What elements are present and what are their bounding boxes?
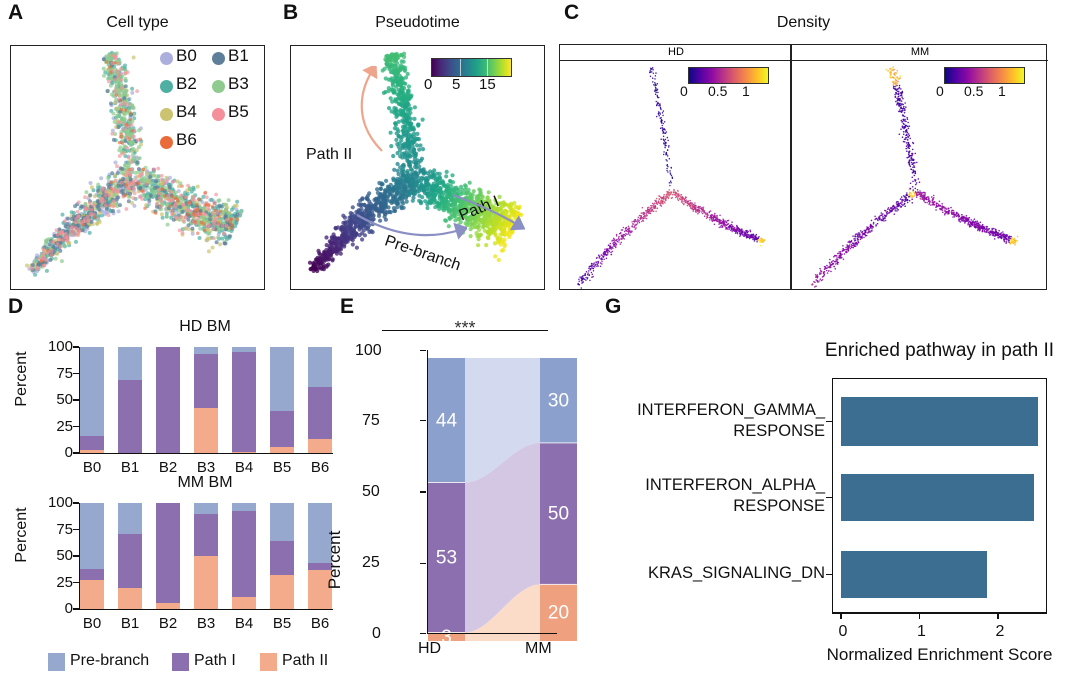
svg-text:53: 53 [436,548,457,569]
svg-text:44: 44 [436,410,458,431]
svg-text:20: 20 [548,603,569,624]
svg-text:3: 3 [441,627,452,648]
